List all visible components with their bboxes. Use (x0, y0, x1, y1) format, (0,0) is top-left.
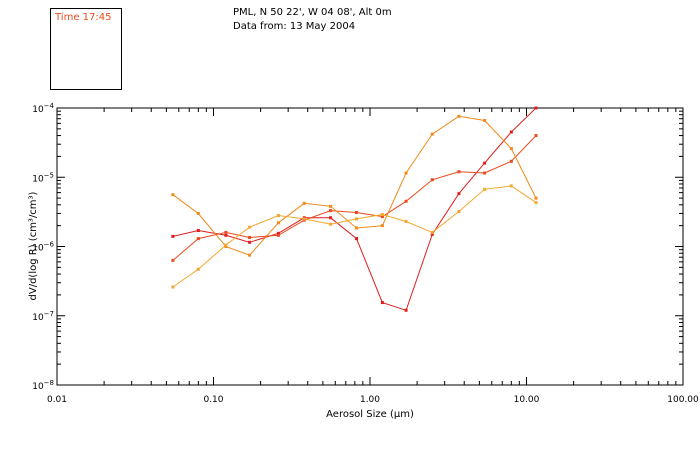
data-point (171, 258, 175, 262)
data-point (534, 106, 538, 110)
series-group (171, 106, 538, 312)
data-point (171, 234, 175, 238)
y-tick-label: 10−5 (32, 171, 54, 184)
data-point (329, 204, 333, 208)
data-point (380, 224, 384, 228)
y-axis-title: dV/d(log R) (cm³/cm³) (28, 191, 39, 300)
data-point (329, 209, 333, 213)
series-line-2 (172, 135, 537, 261)
data-point (509, 184, 513, 188)
data-point (302, 217, 306, 221)
data-point (248, 253, 252, 257)
data-point (196, 267, 200, 271)
data-point (276, 221, 280, 225)
data-point (224, 243, 228, 247)
data-point (380, 215, 384, 219)
data-point (430, 230, 434, 234)
data-point (509, 130, 513, 134)
y-tick-label: 10−7 (32, 310, 54, 323)
data-point (302, 201, 306, 205)
data-point (457, 192, 461, 196)
x-tick-label: 1.00 (360, 395, 380, 405)
data-point (483, 187, 487, 191)
data-point (430, 232, 434, 236)
data-point (430, 132, 434, 136)
data-point (329, 222, 333, 226)
data-point (430, 178, 434, 182)
location-line: PML, N 50 22', W 04 08', Alt 0m (233, 7, 392, 18)
data-point (248, 240, 252, 244)
data-point (248, 235, 252, 239)
x-axis-title: Aerosol Size (μm) (326, 409, 414, 420)
data-point (457, 210, 461, 214)
data-point (355, 226, 359, 230)
plot-frame (56, 107, 684, 386)
data-point (171, 285, 175, 289)
data-point (534, 134, 538, 138)
data-point (224, 233, 228, 237)
date-line: Data from: 13 May 2004 (233, 21, 356, 32)
data-point (276, 233, 280, 237)
data-point (483, 171, 487, 175)
data-point (380, 301, 384, 305)
y-tick-label: 10−4 (32, 102, 54, 115)
data-point (534, 201, 538, 205)
data-point (457, 170, 461, 174)
data-point (171, 193, 175, 197)
data-point (329, 216, 333, 220)
axis-ticks: 0.01 0.10 1.00 10.00 100.00 10−8 10−7 10−6 10−5 1… (32, 102, 699, 405)
data-point (509, 159, 513, 163)
data-point (196, 237, 200, 241)
data-point (355, 217, 359, 221)
data-point (276, 214, 280, 218)
x-tick-label: 0.10 (203, 395, 223, 405)
data-point (248, 225, 252, 229)
series-line-1 (172, 107, 537, 311)
data-point (457, 114, 461, 118)
x-tick-label: 0.01 (47, 395, 67, 405)
time-label: Time 17:45 (55, 12, 112, 23)
data-point (355, 237, 359, 241)
data-point (380, 212, 384, 216)
data-point (276, 231, 280, 235)
chart-header: PML, N 50 22', W 04 08', Alt 0m Data fro… (233, 6, 392, 34)
data-point (509, 147, 513, 151)
data-point (404, 219, 408, 223)
x-tick-label: 10.00 (514, 395, 540, 405)
data-point (483, 161, 487, 165)
data-point (196, 211, 200, 215)
data-point (534, 196, 538, 200)
data-point (355, 210, 359, 214)
data-point (404, 171, 408, 175)
y-tick-label: 10−8 (32, 379, 54, 392)
x-tick-label: 100.00 (667, 395, 699, 405)
data-point (196, 229, 200, 233)
data-point (404, 199, 408, 203)
data-point (404, 308, 408, 312)
data-point (483, 118, 487, 122)
y-tick-label: 10−6 (32, 241, 54, 254)
time-box: Time 17:45 (50, 8, 122, 90)
data-point (224, 230, 228, 234)
